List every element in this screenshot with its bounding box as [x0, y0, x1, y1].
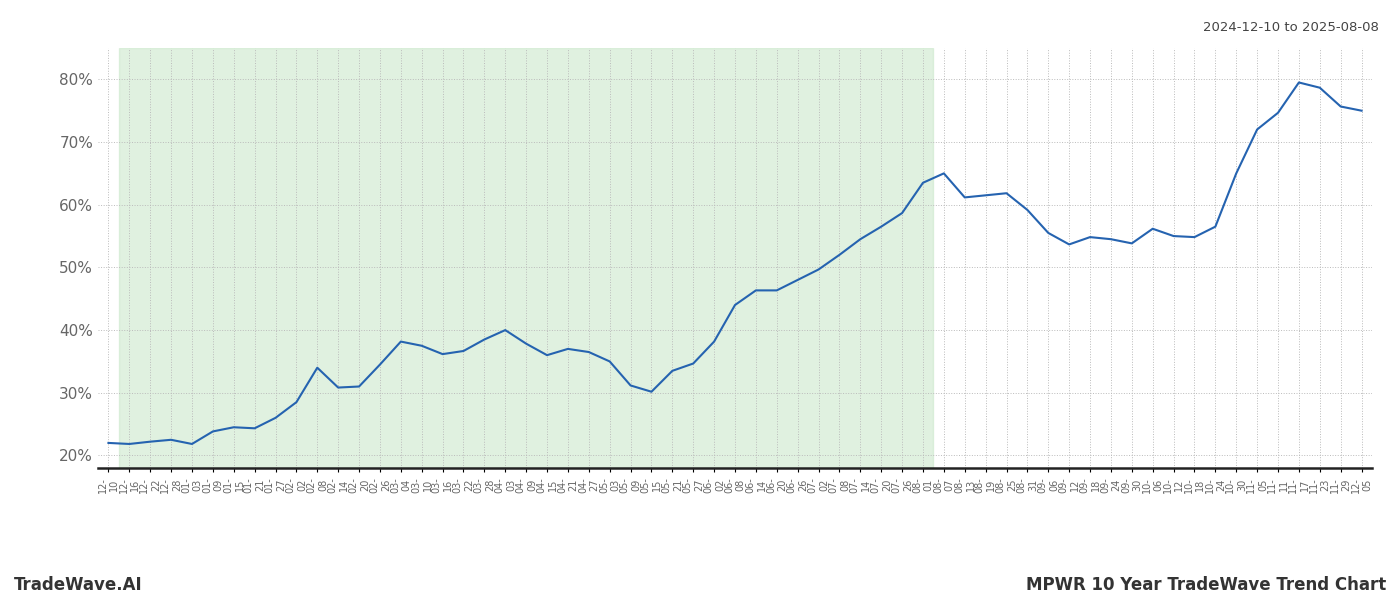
Text: 2024-12-10 to 2025-08-08: 2024-12-10 to 2025-08-08 [1203, 21, 1379, 34]
Bar [119, 48, 934, 468]
Text: MPWR 10 Year TradeWave Trend Chart: MPWR 10 Year TradeWave Trend Chart [1026, 576, 1386, 594]
Text: TradeWave.AI: TradeWave.AI [14, 576, 143, 594]
